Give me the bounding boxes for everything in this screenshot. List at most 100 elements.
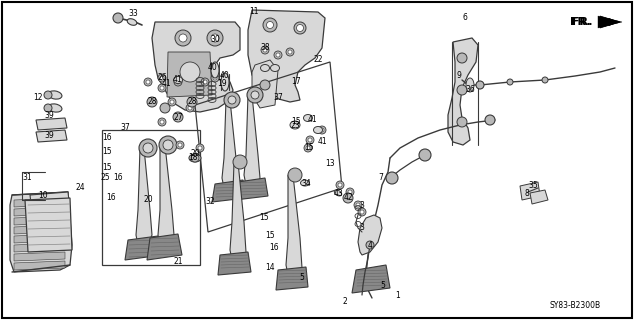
Circle shape [354,201,362,209]
Circle shape [163,140,173,150]
Text: 15: 15 [291,117,301,126]
Polygon shape [286,175,302,280]
Circle shape [336,181,344,189]
Circle shape [247,87,263,103]
Polygon shape [276,267,308,290]
Polygon shape [235,178,268,200]
Circle shape [476,81,484,89]
Circle shape [160,86,164,90]
Text: 12: 12 [33,92,42,101]
Circle shape [288,50,292,54]
Circle shape [297,25,304,31]
Polygon shape [30,192,70,213]
Circle shape [207,30,223,46]
Text: SY83-B2300B: SY83-B2300B [550,300,600,309]
Circle shape [176,141,184,149]
Text: 32: 32 [205,197,215,206]
Polygon shape [218,252,251,275]
Circle shape [542,77,548,83]
Circle shape [160,103,170,113]
Circle shape [201,78,209,86]
Circle shape [211,74,219,82]
Circle shape [419,149,431,161]
Text: 41: 41 [307,116,317,124]
Circle shape [180,62,200,82]
Ellipse shape [127,19,137,25]
Circle shape [306,136,314,144]
Ellipse shape [48,91,62,99]
Polygon shape [244,95,260,190]
Text: 16: 16 [269,244,279,252]
Polygon shape [152,22,240,112]
Text: 16: 16 [113,173,123,182]
Text: 15: 15 [259,213,269,222]
Text: 2: 2 [342,298,347,307]
Text: 15: 15 [102,164,112,172]
Ellipse shape [174,76,183,84]
Polygon shape [14,216,65,225]
Circle shape [318,126,326,134]
Polygon shape [158,145,174,250]
Text: 40: 40 [208,63,218,73]
Polygon shape [600,16,620,28]
Circle shape [386,172,398,184]
Polygon shape [167,52,212,97]
Text: 9: 9 [456,70,462,79]
Circle shape [196,144,204,152]
Text: 40: 40 [220,70,230,79]
Circle shape [187,97,197,107]
Circle shape [139,139,157,157]
Text: 15: 15 [304,142,314,151]
Circle shape [304,144,312,152]
Text: 34: 34 [301,179,311,188]
Polygon shape [36,130,67,142]
Polygon shape [212,180,246,202]
Text: 5: 5 [299,274,304,283]
Circle shape [320,128,324,132]
Text: 15: 15 [265,230,275,239]
Circle shape [260,80,270,90]
Polygon shape [147,234,182,260]
Polygon shape [14,234,65,243]
Circle shape [158,118,166,126]
Polygon shape [520,182,540,200]
Text: 11: 11 [249,7,259,17]
Circle shape [203,80,207,84]
Circle shape [188,106,192,110]
Text: 36: 36 [465,85,475,94]
Polygon shape [14,207,65,216]
Circle shape [178,143,182,147]
Circle shape [147,97,157,107]
Text: 30: 30 [210,36,220,44]
Circle shape [150,100,154,104]
Circle shape [113,13,123,23]
Circle shape [233,155,247,169]
Text: 24: 24 [75,183,85,193]
Circle shape [174,78,182,86]
Circle shape [276,53,280,57]
Ellipse shape [313,126,323,133]
Polygon shape [230,162,246,264]
Text: 23: 23 [290,121,300,130]
Circle shape [286,48,294,56]
Circle shape [263,48,267,52]
Polygon shape [358,215,382,255]
Polygon shape [14,225,65,234]
Polygon shape [252,60,278,108]
Text: 6: 6 [463,13,467,22]
Circle shape [457,85,467,95]
Circle shape [274,51,282,59]
Circle shape [160,120,164,124]
Text: 38: 38 [260,44,270,52]
Circle shape [308,138,312,142]
Polygon shape [248,10,325,102]
Polygon shape [125,236,162,260]
Text: 18: 18 [188,154,198,163]
Text: 42: 42 [343,194,353,203]
Ellipse shape [304,115,313,122]
Polygon shape [352,265,390,293]
Ellipse shape [261,65,269,71]
Ellipse shape [211,62,219,78]
Circle shape [366,241,374,249]
Circle shape [170,100,174,104]
